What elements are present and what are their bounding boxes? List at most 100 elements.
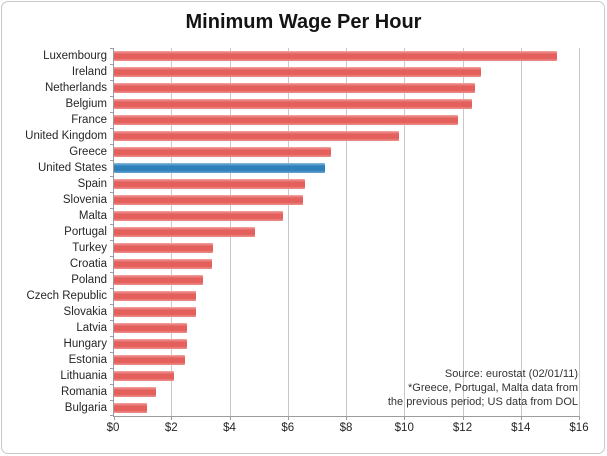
category-label: Netherlands <box>44 82 107 94</box>
x-axis-tick <box>346 416 347 420</box>
gridline <box>287 48 289 416</box>
bar-row <box>114 176 580 192</box>
bar-row <box>114 384 580 400</box>
bar-row <box>114 224 580 240</box>
bar <box>114 323 187 333</box>
x-tick-label: $10 <box>394 422 414 434</box>
y-axis-tick <box>110 112 114 113</box>
y-axis-tick <box>110 240 114 241</box>
category-label: Czech Republic <box>26 290 107 302</box>
category-label: Malta <box>78 210 107 222</box>
bar <box>114 83 476 93</box>
bar-row <box>114 352 580 368</box>
bar <box>114 275 203 285</box>
bar <box>114 387 157 397</box>
bar-row <box>114 96 580 112</box>
gridline <box>520 48 522 416</box>
y-axis-tick <box>110 304 114 305</box>
category-label: Spain <box>77 178 107 190</box>
source-note-line2: *Greece, Portugal, Malta data from <box>408 382 578 394</box>
source-note-line1: Source: eurostat (02/01/11) <box>444 368 578 380</box>
x-tick-label: $6 <box>281 422 295 434</box>
x-axis-tick <box>171 416 173 420</box>
bar-row <box>114 320 580 336</box>
bar-row <box>114 368 580 384</box>
category-label: Slovakia <box>63 306 107 318</box>
category-label: Romania <box>60 386 107 398</box>
y-axis-tick <box>110 128 114 129</box>
bar <box>114 67 481 77</box>
x-tick-label: $12 <box>452 422 473 434</box>
bar <box>114 355 186 365</box>
category-label: Estonia <box>68 354 107 366</box>
y-axis-tick <box>110 160 114 161</box>
bar <box>114 243 214 253</box>
bar <box>114 115 458 125</box>
y-axis-tick <box>110 176 114 177</box>
y-axis-tick <box>110 224 114 225</box>
category-label: Greece <box>69 146 107 158</box>
category-label: Turkey <box>72 242 107 254</box>
category-label: Poland <box>71 274 107 286</box>
bar-row <box>114 256 580 272</box>
bar-row <box>114 64 580 80</box>
category-label: Portugal <box>64 226 107 238</box>
y-axis-tick <box>110 384 114 385</box>
bar <box>114 403 148 413</box>
category-label: Bulgaria <box>64 402 107 414</box>
bar-row <box>114 304 580 320</box>
x-axis-tick <box>520 416 522 420</box>
category-label: Slovenia <box>62 194 107 206</box>
x-tick-label: $2 <box>164 422 178 434</box>
category-label: United Kingdom <box>25 130 107 142</box>
bar-row <box>114 192 580 208</box>
bar <box>114 179 305 189</box>
bar-row <box>114 112 580 128</box>
bar <box>114 371 174 381</box>
x-tick-label: $8 <box>339 422 353 434</box>
bar-row <box>114 288 580 304</box>
bar <box>114 291 196 301</box>
y-axis-tick <box>110 144 114 145</box>
bar-row <box>114 400 580 416</box>
gridline <box>404 48 406 416</box>
bar-row <box>114 160 580 176</box>
bar-row <box>114 336 580 352</box>
bar-highlighted <box>114 163 326 173</box>
gridline <box>462 48 464 416</box>
y-axis-tick <box>110 192 114 193</box>
y-axis-tick <box>110 288 114 289</box>
y-axis-tick <box>110 336 114 337</box>
plot-area <box>110 48 580 420</box>
x-axis-tick <box>404 416 406 420</box>
source-note: Source: eurostat (02/01/11) *Greece, Por… <box>388 367 578 409</box>
bar-row <box>114 272 580 288</box>
bar <box>114 339 187 349</box>
source-note-line3: the previous period; US data from DOL <box>387 396 578 408</box>
category-label: Hungary <box>63 338 107 350</box>
x-axis-tick <box>229 416 231 420</box>
x-axis-tick <box>462 416 464 420</box>
x-axis-tick <box>579 416 580 420</box>
bar <box>114 211 283 221</box>
x-tick-label: $14 <box>511 422 531 434</box>
bar <box>114 259 212 269</box>
y-axis-tick <box>110 80 114 81</box>
gridline <box>579 48 580 416</box>
y-axis-tick <box>110 96 114 97</box>
chart-title: Minimum Wage Per Hour <box>185 11 422 33</box>
x-axis-tick <box>287 416 289 420</box>
y-axis-tick <box>110 64 114 65</box>
category-label: Belgium <box>65 98 107 110</box>
bar-row <box>114 128 580 144</box>
bar-row <box>114 240 580 256</box>
y-axis-tick <box>110 320 114 321</box>
bar-row <box>114 208 580 224</box>
bar <box>114 227 256 237</box>
category-label: Latvia <box>76 322 107 334</box>
category-label: United States <box>37 162 107 174</box>
y-axis-tick <box>110 208 114 209</box>
y-axis-tick <box>110 256 114 257</box>
bar <box>114 99 473 109</box>
